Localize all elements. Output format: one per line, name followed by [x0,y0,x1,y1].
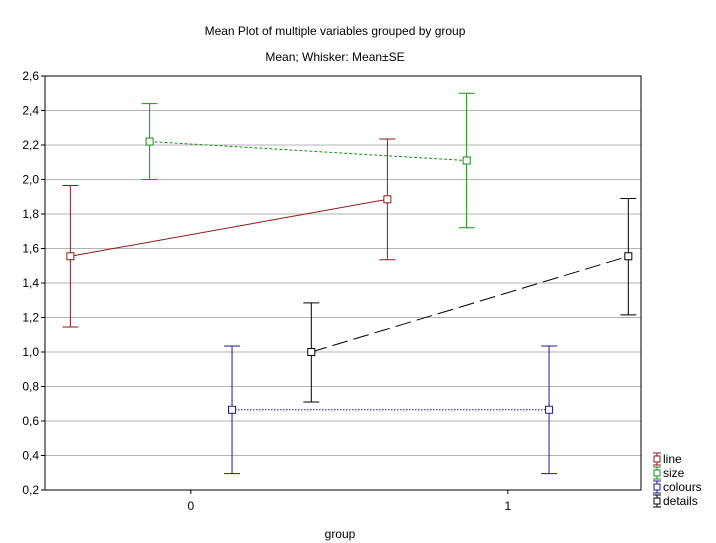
y-tick-label: 2,6 [22,69,39,83]
mean-marker [228,405,237,414]
mean-marker [383,195,392,204]
chart-subtitle: Mean; Whisker: Mean±SE [265,50,404,64]
legend-item-details: details [653,494,698,508]
y-axis: 0,2 0,4 0,6 0,8 1,0 1,2 1,4 1,6 1,8 2,0 2,2 2,4 2,6 [22,69,45,497]
y-tick-label: 2,4 [22,104,39,118]
y-tick-label: 0,8 [22,380,39,394]
legend-label: details [663,494,698,508]
legend-label: size [663,466,685,480]
y-tick-label: 2,0 [22,173,39,187]
legend-label: line [663,452,682,466]
series-line [62,138,396,328]
legend-marker [653,469,661,477]
y-tick-label: 1,4 [22,276,39,290]
legend-marker [653,497,661,505]
series-line-details [311,255,629,353]
legend-item-size: size [653,466,685,480]
series-size [141,92,475,229]
y-tick-label: 0,2 [22,483,39,497]
series-line-line [70,198,388,257]
legend-marker [653,483,661,491]
y-tick-label: 1,2 [22,311,39,325]
mean-marker [145,137,154,146]
series-colours [224,345,558,475]
x-tick-label: 1 [505,499,512,513]
series-line-size [149,141,467,162]
y-tick-label: 0,4 [22,449,39,463]
mean-marker [462,156,471,165]
legend-item-line: line [653,452,682,466]
y-tick-label: 1,6 [22,242,39,256]
legend-marker [653,455,661,463]
y-tick-label: 1,8 [22,207,39,221]
series-layer [62,92,637,475]
x-tick-label: 0 [187,499,194,513]
grid-lines [45,110,641,456]
y-tick-label: 2,2 [22,138,39,152]
mean-marker [307,348,316,356]
series-details [303,197,637,403]
legend-label: colours [663,480,702,494]
mean-marker [66,252,75,261]
y-tick-label: 1,0 [22,345,39,359]
x-axis-label: group [325,527,356,541]
y-tick-label: 0,6 [22,414,39,428]
mean-marker [624,252,633,261]
legend-item-colours: colours [653,480,702,494]
chart-title: Mean Plot of multiple variables grouped … [205,24,466,38]
mean-marker [545,405,554,414]
